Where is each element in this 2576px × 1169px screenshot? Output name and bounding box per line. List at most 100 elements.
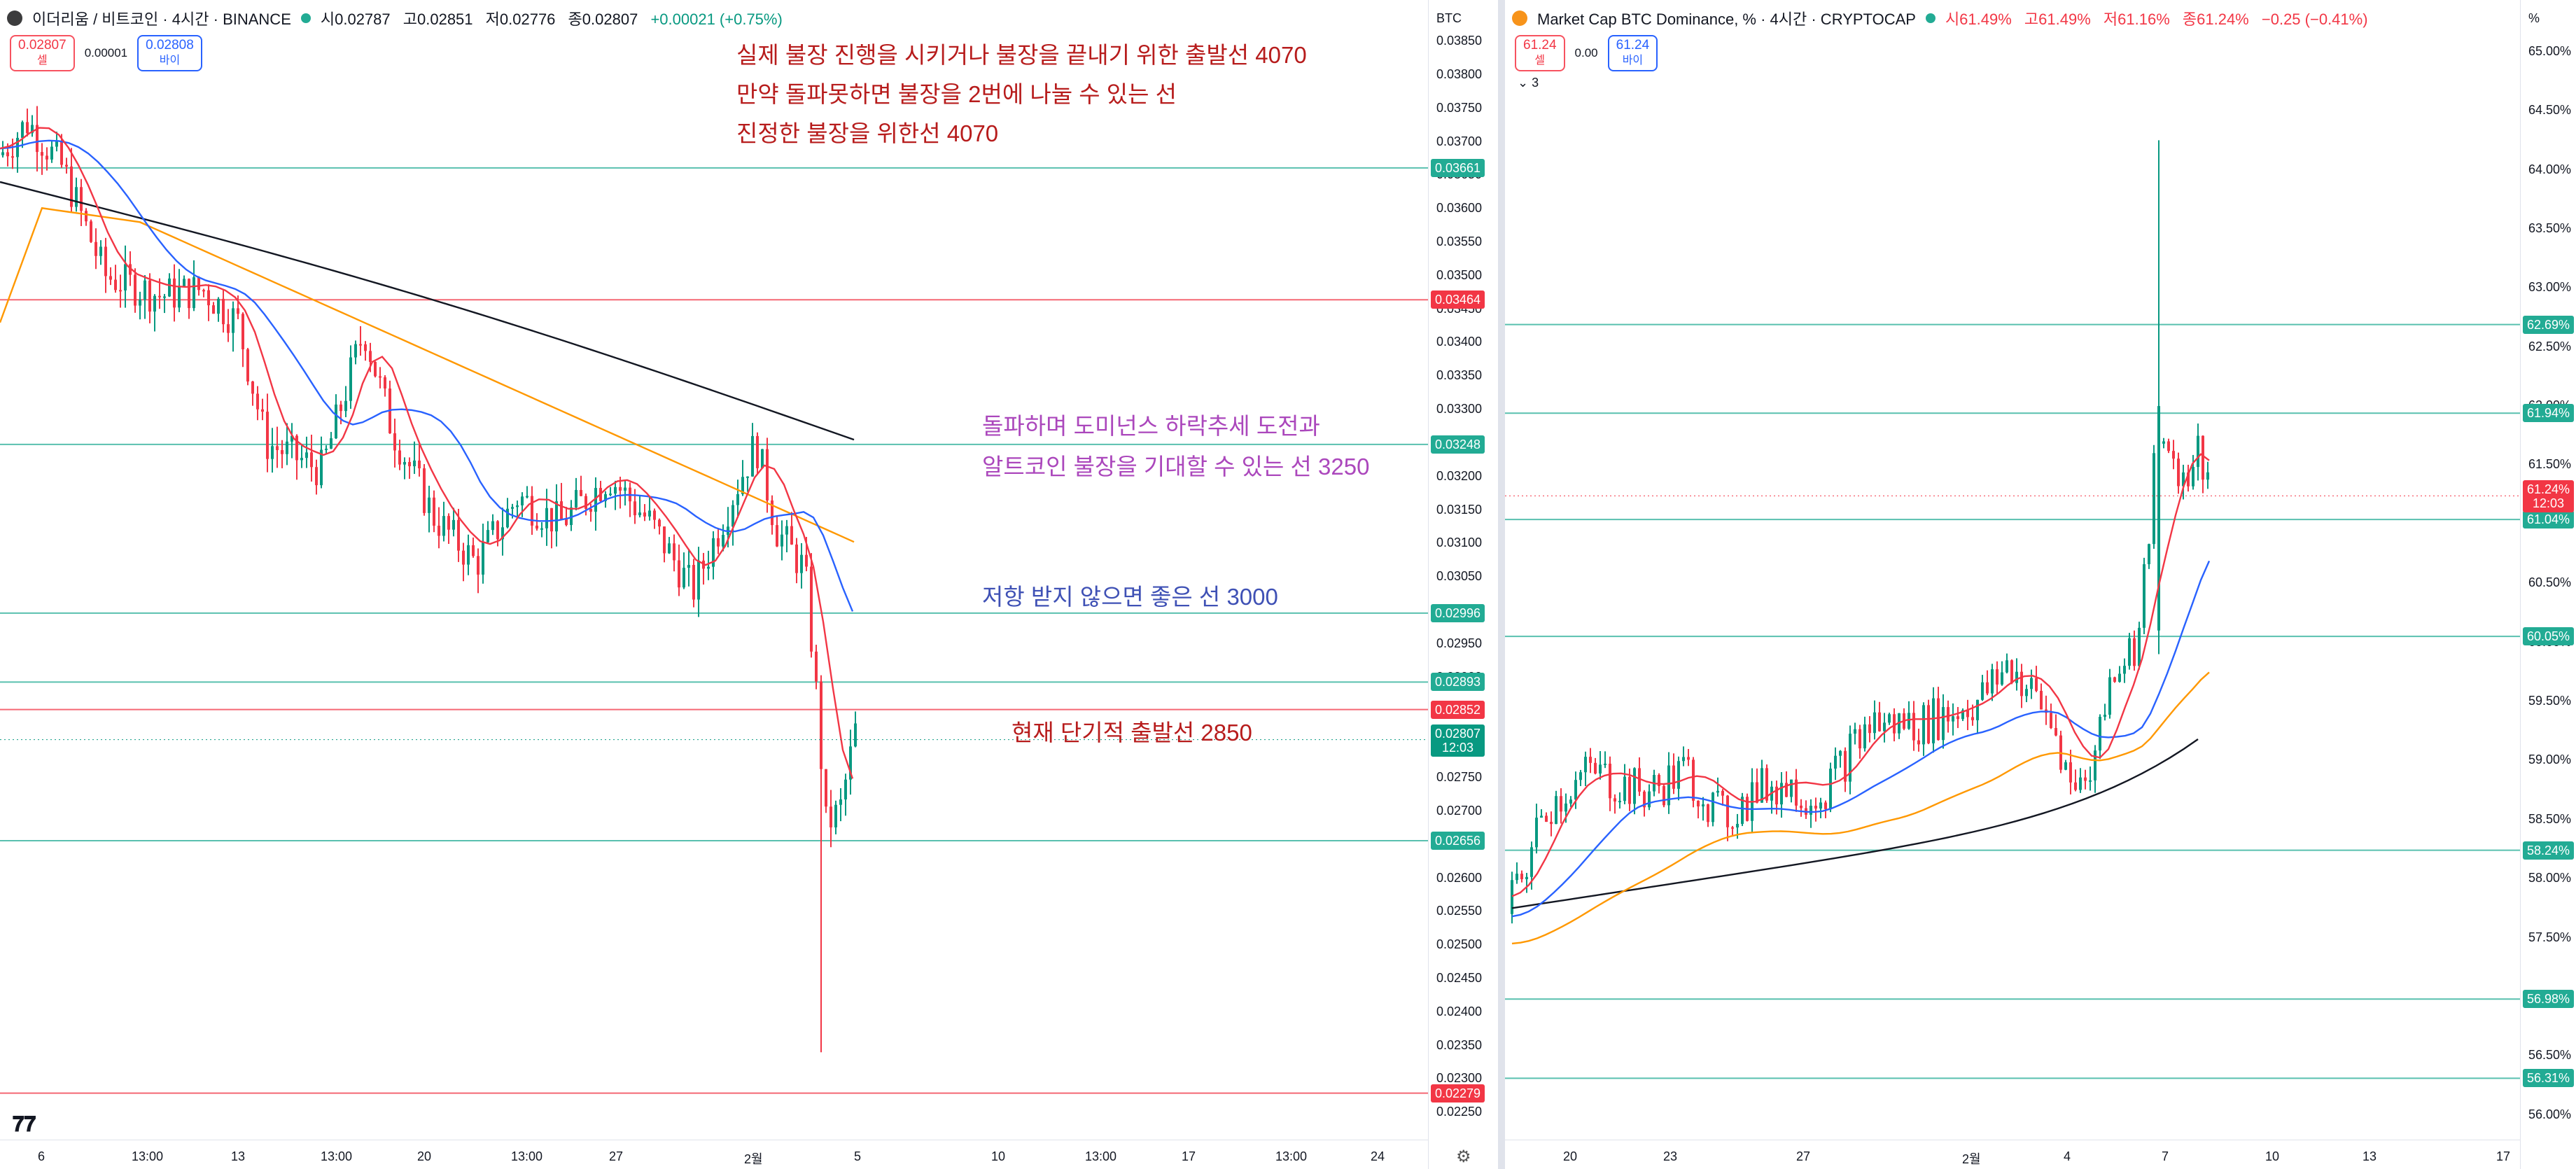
y-tick-label: 61.50% — [2528, 457, 2572, 472]
candle — [834, 800, 837, 834]
level-price-tag[interactable]: 0.02893 — [1431, 673, 1485, 692]
candle — [516, 500, 519, 518]
left-chart-pane[interactable]: 이더리움 / 비트코인 · 4시간 · BINANCE 시0.02787 고0.… — [0, 0, 1498, 1169]
candle — [1643, 790, 1646, 817]
gear-icon[interactable]: ⚙ — [1456, 1147, 1471, 1166]
right-chart-canvas[interactable] — [1505, 0, 2576, 1169]
candle — [2157, 140, 2160, 654]
level-price-tag[interactable]: 0.02996 — [1431, 603, 1485, 622]
candle — [1520, 870, 1523, 883]
level-price-tag[interactable]: 61.04% — [2523, 510, 2575, 529]
candle — [36, 106, 38, 172]
level-price-tag[interactable]: 61.94% — [2523, 404, 2575, 423]
candle — [144, 275, 146, 319]
candle — [300, 444, 303, 468]
candle — [2162, 438, 2165, 449]
left-symbol-title[interactable]: 이더리움 / 비트코인 · 4시간 · BINANCE — [32, 10, 291, 28]
candle — [1819, 797, 1822, 818]
level-price-tag[interactable]: 58.24% — [2523, 841, 2575, 860]
candle — [46, 147, 48, 171]
y-tick-label: 0.03600 — [1436, 201, 1483, 216]
candle — [290, 423, 293, 458]
candle — [418, 444, 421, 477]
annotation-red[interactable]: 현재 단기적 출발선 2850 — [1011, 720, 1252, 746]
candle — [2010, 659, 2013, 685]
candle — [31, 115, 34, 137]
right-chart-pane[interactable]: Market Cap BTC Dominance, % · 4시간 · CRYP… — [1505, 0, 2576, 1169]
level-price-tag[interactable]: 0.02852 — [1431, 700, 1485, 719]
tradingview-logo-icon[interactable]: 𝟕𝟕 — [13, 1113, 36, 1136]
annotation-purple2[interactable]: 알트코인 불장을 기대할 수 있는 선 3250 — [982, 454, 1370, 479]
level-price-tag[interactable]: 0.03248 — [1431, 435, 1485, 454]
candle — [1618, 792, 1621, 809]
candle — [732, 500, 734, 546]
level-price-tag[interactable]: 56.98% — [2523, 990, 2575, 1009]
candle — [692, 559, 695, 608]
pane-divider[interactable] — [1498, 0, 1505, 1169]
left-buy-button[interactable]: 0.02808 바이 — [137, 35, 202, 71]
candle — [315, 459, 318, 495]
right-sell-button[interactable]: 61.24 셀 — [1515, 35, 1565, 71]
last-price-tag[interactable]: 61.24% 12:03 — [2523, 480, 2575, 513]
indicators-collapse-button[interactable]: ⌄ 3 — [1518, 76, 1539, 90]
candle — [1716, 777, 1719, 797]
level-price-tag[interactable]: 56.31% — [2523, 1069, 2575, 1088]
annotation-line1[interactable]: 실제 불장 진행을 시키거나 불장을 끝내기 위한 출발선 4070 — [736, 42, 1307, 68]
candle — [810, 553, 813, 658]
candle — [438, 507, 440, 549]
candle — [2148, 543, 2150, 569]
candle — [2123, 658, 2126, 683]
level-price-tag[interactable]: 62.69% — [2523, 315, 2575, 334]
candle — [2064, 760, 2067, 771]
y-tick-label: 63.00% — [2528, 280, 2572, 295]
candle — [271, 428, 274, 473]
candle — [428, 485, 430, 533]
x-tick-label: 13:00 — [511, 1149, 543, 1163]
level-price-tag[interactable]: 0.03661 — [1431, 158, 1485, 177]
annotation-purple1[interactable]: 돌파하며 도미넌스 하락추세 도전과 — [982, 413, 1320, 439]
candle — [222, 289, 225, 333]
level-price-tag[interactable]: 0.02279 — [1431, 1084, 1485, 1102]
candle — [1550, 811, 1553, 836]
candle — [2138, 622, 2141, 670]
level-price-tag[interactable]: 60.05% — [2523, 627, 2575, 646]
x-tick-label: 20 — [1563, 1149, 1578, 1163]
annotation-line2[interactable]: 만약 돌파못하면 불장을 2번에 나눌 수 있는 선 — [736, 81, 1177, 107]
level-price-tag[interactable]: 0.03464 — [1431, 290, 1485, 309]
level-price-tag[interactable]: 0.02656 — [1431, 832, 1485, 850]
y-tick-label: 0.03750 — [1436, 100, 1483, 115]
candle — [2143, 557, 2146, 634]
candle — [1731, 825, 1734, 836]
candle — [2182, 464, 2185, 500]
left-sell-button[interactable]: 0.02807 셀 — [10, 35, 75, 71]
x-tick-label: 7 — [2162, 1149, 2169, 1163]
candle — [325, 445, 328, 454]
candle — [570, 500, 573, 531]
candle — [2089, 766, 2092, 791]
y-tick-label: 0.03200 — [1436, 468, 1483, 483]
right-spread: 0.00 — [1574, 46, 1598, 59]
x-tick-label: 10 — [991, 1149, 1006, 1163]
right-buy-button[interactable]: 61.24 바이 — [1607, 35, 1658, 71]
candle — [589, 503, 592, 522]
candle — [85, 208, 88, 226]
y-tick-label: 62.50% — [2528, 339, 2572, 354]
y-tick-label: 0.02350 — [1436, 1037, 1483, 1052]
right-currency-label: % — [2528, 11, 2540, 25]
last-price-tag[interactable]: 0.02807 12:03 — [1431, 724, 1485, 757]
x-tick-label: 13:00 — [132, 1149, 164, 1163]
candle — [1692, 757, 1695, 808]
candle — [1903, 708, 1905, 731]
candle — [1516, 862, 1518, 884]
candle — [638, 495, 641, 518]
candle — [183, 275, 186, 288]
annotation-line3[interactable]: 진정한 불장을 위한선 4070 — [736, 120, 999, 146]
candle — [467, 534, 470, 575]
candle — [1535, 804, 1538, 854]
y-tick-label: 0.03100 — [1436, 536, 1483, 550]
candle — [1854, 722, 1856, 745]
left-chart-canvas[interactable] — [0, 0, 1498, 1169]
right-symbol-title[interactable]: Market Cap BTC Dominance, % · 4시간 · CRYP… — [1537, 10, 1916, 28]
candle — [2084, 769, 2087, 790]
annotation-blue[interactable]: 저항 받지 않으면 좋은 선 3000 — [982, 584, 1278, 610]
